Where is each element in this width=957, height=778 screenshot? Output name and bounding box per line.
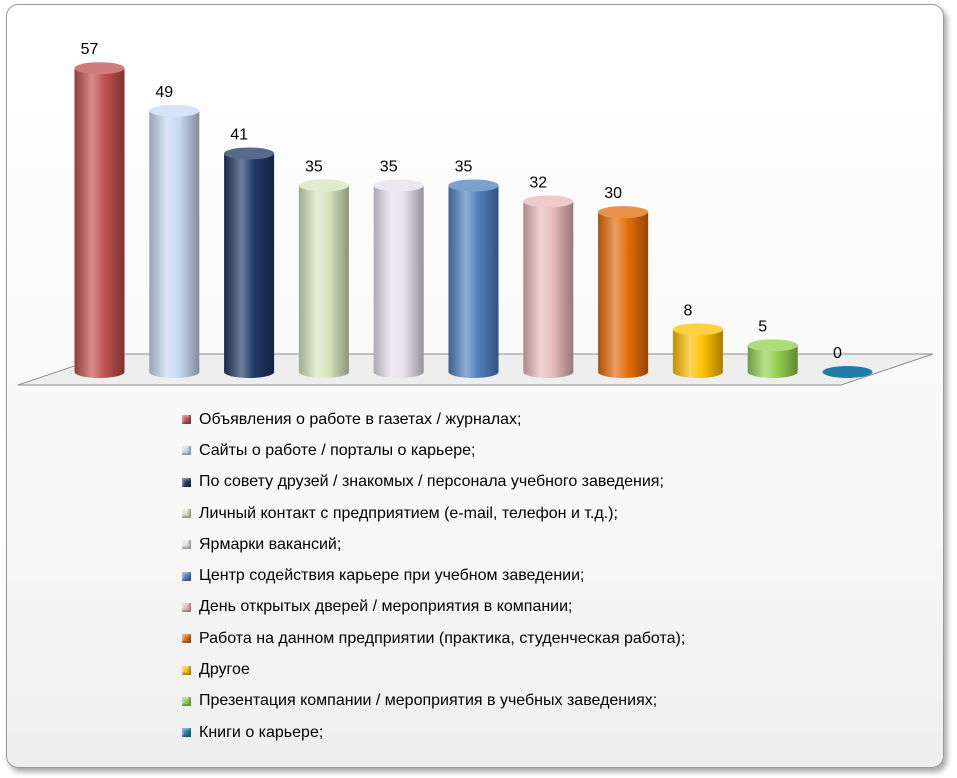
data-label: 35 xyxy=(380,158,398,175)
legend-swatch xyxy=(182,509,191,519)
bar-body xyxy=(149,110,200,378)
bar-top xyxy=(523,195,574,208)
legend-swatch xyxy=(182,665,191,675)
legend-item: Другое xyxy=(182,654,685,685)
chart-legend: Объявления о работе в газетах / журналах… xyxy=(182,404,685,748)
legend-label: Работа на данном предприятии (практика, … xyxy=(199,629,686,647)
data-label: 30 xyxy=(604,185,622,202)
bar-top xyxy=(822,366,873,378)
legend-swatch xyxy=(182,696,191,706)
legend-label: Центр содействия карьере при учебном зав… xyxy=(199,567,585,585)
data-label: 8 xyxy=(683,302,692,319)
bar-body xyxy=(523,201,574,378)
legend-label: Сайты о работе / порталы о карьере; xyxy=(199,441,476,459)
legend-item: Центр содействия карьере при учебном зав… xyxy=(182,560,685,591)
bar-top xyxy=(373,179,424,192)
legend-label: Ярмарки вакансий; xyxy=(199,535,342,553)
bar-top xyxy=(149,104,200,117)
legend-item: Объявления о работе в газетах / журналах… xyxy=(182,404,685,435)
legend-label: Презентация компании / мероприятия в уче… xyxy=(199,692,658,710)
data-label: 35 xyxy=(455,158,473,175)
legend-item: Ярмарки вакансий; xyxy=(182,529,685,560)
legend-swatch xyxy=(182,602,191,612)
data-label: 57 xyxy=(81,41,99,58)
legend-swatch xyxy=(182,477,191,487)
legend-swatch xyxy=(182,634,191,644)
bar-top xyxy=(74,62,125,75)
legend-label: Объявления о работе в газетах / журналах… xyxy=(199,410,522,428)
bar-body xyxy=(298,185,349,378)
data-label: 41 xyxy=(230,126,248,143)
bar-top xyxy=(598,206,649,219)
bar-top xyxy=(747,339,798,352)
bar-body xyxy=(598,212,649,378)
data-label: 35 xyxy=(305,158,323,175)
legend-item: Личный контакт с предприятием (e-mail, т… xyxy=(182,498,685,529)
data-label: 5 xyxy=(758,318,767,335)
data-label: 0 xyxy=(833,345,842,362)
legend-swatch xyxy=(182,446,191,456)
bar-body xyxy=(373,185,424,378)
bar-top xyxy=(448,179,499,192)
data-label: 32 xyxy=(529,174,547,191)
data-label: 49 xyxy=(155,84,173,101)
legend-item: Сайты о работе / порталы о карьере; xyxy=(182,435,685,466)
legend-item: Книги о карьере; xyxy=(182,717,685,748)
bar-top xyxy=(224,147,275,160)
legend-label: Другое xyxy=(199,661,250,679)
bar-body xyxy=(448,185,499,378)
bar-body xyxy=(74,68,125,378)
legend-label: Личный контакт с предприятием (e-mail, т… xyxy=(199,504,618,522)
legend-swatch xyxy=(182,415,191,425)
bar-top xyxy=(672,323,723,336)
legend-label: День открытых дверей / мероприятия в ком… xyxy=(199,598,573,616)
legend-label: По совету друзей / знакомых / персонала … xyxy=(199,473,664,491)
legend-swatch xyxy=(182,728,191,738)
bar-top xyxy=(298,179,349,192)
legend-swatch xyxy=(182,571,191,581)
legend-item: Презентация компании / мероприятия в уче… xyxy=(182,686,685,717)
legend-item: Работа на данном предприятии (практика, … xyxy=(182,623,685,654)
bar-body xyxy=(672,329,723,378)
legend-item: По совету друзей / знакомых / персонала … xyxy=(182,467,685,498)
legend-label: Книги о карьере; xyxy=(199,723,324,741)
legend-item: День открытых дверей / мероприятия в ком… xyxy=(182,592,685,623)
bar-body xyxy=(747,345,798,378)
legend-swatch xyxy=(182,540,191,550)
bar-body xyxy=(224,153,275,378)
